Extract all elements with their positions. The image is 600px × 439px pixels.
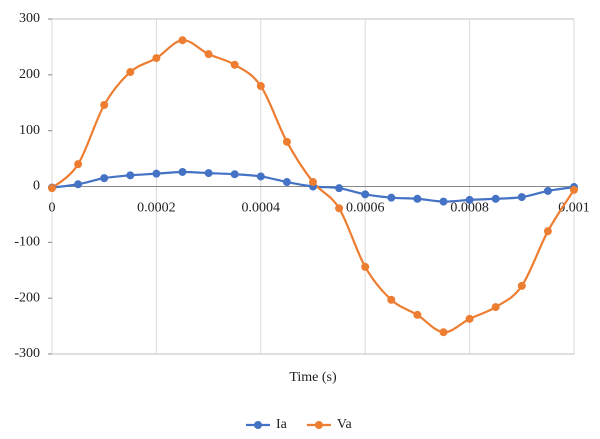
y-tick-label: 100 [19,123,40,138]
x-tick-label: 0.001 [558,201,590,216]
legend-marker [254,421,262,429]
data-point [335,184,344,193]
x-tick-label: 0 [49,201,56,216]
data-point [152,169,161,178]
y-tick-label: -300 [14,346,40,361]
data-point [335,204,344,213]
data-point [74,180,83,189]
data-point [230,60,239,69]
data-point [413,310,422,319]
data-point [178,167,187,176]
data-point [439,197,448,206]
x-tick-label: 0.0008 [450,201,489,216]
data-point [413,194,422,203]
data-point [152,54,161,63]
data-point [543,186,552,195]
data-point [282,137,291,146]
data-point [256,82,265,90]
data-point [439,328,448,337]
y-tick-label: 300 [19,11,40,26]
x-tick-label: 0.0002 [137,201,176,216]
data-point [100,174,109,183]
data-point [361,262,370,271]
x-axis-title: Time (s) [289,370,337,385]
data-point [126,68,135,77]
data-point [491,303,500,312]
data-point [387,193,396,202]
data-point [465,195,474,204]
data-point [361,190,370,199]
data-point [517,193,526,202]
x-tick-label: 0.0004 [242,201,281,216]
data-point [491,194,500,203]
data-point [517,281,526,290]
legend-label: Ia [276,417,288,432]
data-point [256,172,265,181]
x-tick-label: 0.0006 [346,201,385,216]
data-point [543,227,552,236]
y-tick-label: -200 [14,290,40,305]
data-point [74,160,83,169]
data-point [230,170,239,179]
data-point [282,178,291,187]
data-point [48,184,56,193]
data-point [126,171,135,180]
data-point [204,50,213,59]
y-tick-label: 200 [19,67,40,82]
data-point [204,169,213,178]
legend-label: Va [337,417,353,432]
legend-marker [314,421,323,429]
y-tick-label: 0 [33,179,40,194]
data-point [178,36,187,45]
data-point [100,100,109,109]
data-point [465,314,474,323]
data-point [309,178,317,187]
data-point [387,295,396,304]
y-tick-label: -100 [14,235,40,250]
data-point [570,185,578,194]
